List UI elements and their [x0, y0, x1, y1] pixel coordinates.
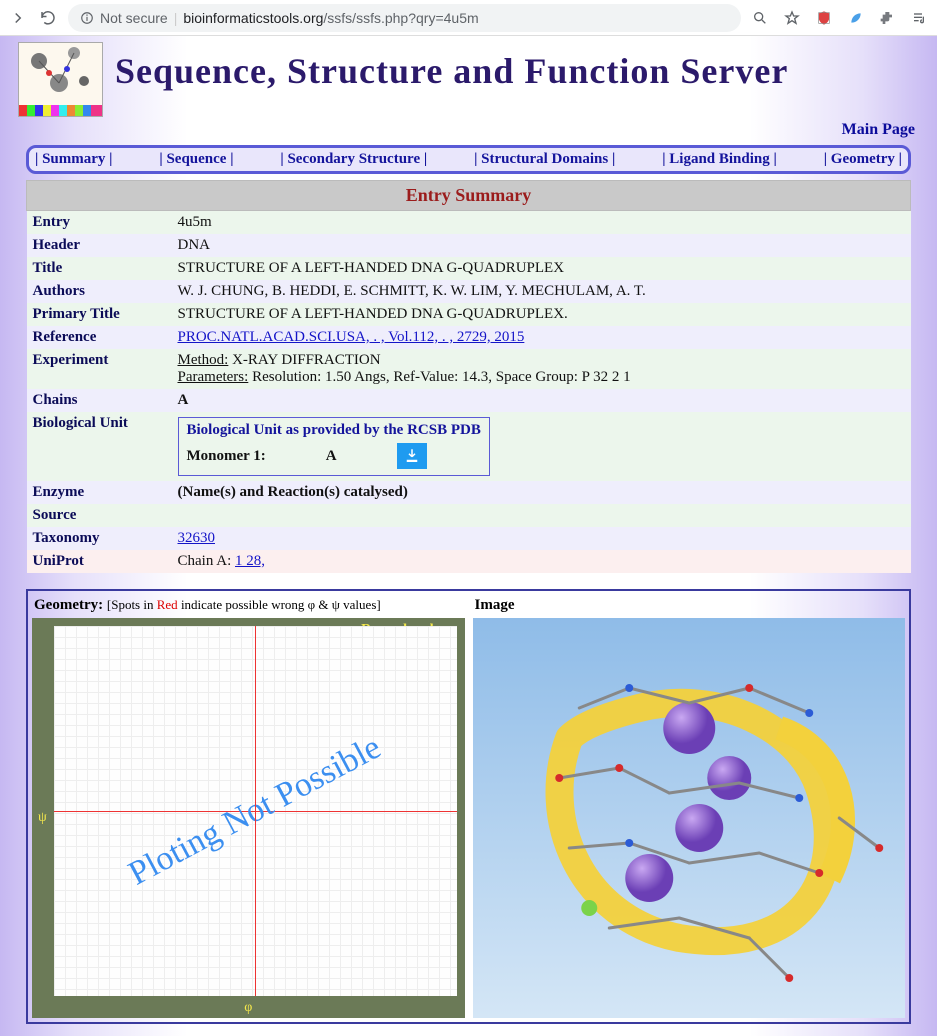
row-value: STRUCTURE OF A LEFT-HANDED DNA G-QUADRUP… — [172, 257, 911, 280]
biological-unit-box: Biological Unit as provided by the RCSB … — [178, 417, 490, 476]
image-panel: Image — [473, 595, 906, 1018]
info-icon — [80, 11, 94, 25]
row-value: STRUCTURE OF A LEFT-HANDED DNA G-QUADRUP… — [172, 303, 911, 326]
divider: | — [174, 10, 178, 26]
row-label: Reference — [27, 326, 172, 349]
bu-monomer-label: Monomer 1: — [187, 448, 266, 465]
nav-domains[interactable]: | Structural Domains | — [474, 151, 615, 168]
toolbar-icons — [751, 9, 929, 27]
row-label: Authors — [27, 280, 172, 303]
taxonomy-link[interactable]: 32630 — [178, 530, 216, 546]
row-value: DNA — [172, 234, 911, 257]
row-label: Biological Unit — [27, 412, 172, 481]
geometry-panel: Geometry: [Spots in Red indicate possibl… — [32, 595, 465, 1018]
row-value: 4u5m — [172, 211, 911, 235]
download-button[interactable] — [397, 443, 427, 469]
extensions-icon[interactable] — [879, 9, 897, 27]
bookmark-icon[interactable] — [783, 9, 801, 27]
leaf-icon[interactable] — [847, 9, 865, 27]
site-title: Sequence, Structure and Function Server — [115, 42, 788, 92]
security-label: Not secure — [100, 10, 168, 26]
row-label: Experiment — [27, 349, 172, 389]
nav-secondary[interactable]: | Secondary Structure | — [280, 151, 427, 168]
row-value: Biological Unit as provided by the RCSB … — [172, 412, 911, 481]
zoom-icon[interactable] — [751, 9, 769, 27]
row-value: A — [172, 389, 911, 412]
playlist-icon[interactable] — [911, 9, 929, 27]
row-value: 32630 — [172, 527, 911, 550]
url-text: bioinformaticstools.org/ssfs/ssfs.php?qr… — [183, 10, 478, 26]
row-value: Chain A: 1 28, — [172, 550, 911, 573]
geometry-header: Geometry: [Spots in Red indicate possibl… — [32, 595, 465, 616]
section-title: Entry Summary — [27, 181, 911, 211]
row-label: Taxonomy — [27, 527, 172, 550]
shield-icon[interactable] — [815, 9, 833, 27]
entry-summary-table: Entry Summary Entry 4u5m Header DNA Titl… — [26, 180, 911, 573]
row-value: (Name(s) and Reaction(s) catalysed) — [172, 481, 911, 504]
page-body: Sequence, Structure and Function Server … — [0, 36, 937, 1036]
nav-ligand[interactable]: | Ligand Binding | — [662, 151, 777, 168]
uniprot-link[interactable]: 1 28, — [235, 553, 265, 569]
row-label: Chains — [27, 389, 172, 412]
forward-button[interactable] — [8, 8, 28, 28]
nav-bar: | Summary | | Sequence | | Secondary Str… — [26, 145, 911, 174]
row-label: Primary Title — [27, 303, 172, 326]
row-label: Title — [27, 257, 172, 280]
row-label: Entry — [27, 211, 172, 235]
nav-geometry[interactable]: | Geometry | — [824, 151, 902, 168]
browser-toolbar: Not secure | bioinformaticstools.org/ssf… — [0, 0, 937, 36]
image-header: Image — [473, 595, 906, 616]
bu-monomer-value: A — [326, 448, 337, 465]
psi-axis-label: ψ — [38, 810, 47, 826]
row-label: Header — [27, 234, 172, 257]
structure-image — [473, 618, 906, 1018]
nav-sequence[interactable]: | Sequence | — [159, 151, 233, 168]
row-value: Method: X-RAY DIFFRACTION Parameters: Re… — [172, 349, 911, 389]
row-label: Source — [27, 504, 172, 527]
site-header: Sequence, Structure and Function Server — [18, 42, 919, 117]
row-value: W. J. CHUNG, B. HEDDI, E. SCHMITT, K. W.… — [172, 280, 911, 303]
plot-not-possible-text: Ploting Not Possible — [123, 729, 388, 894]
row-value: PROC.NATL.ACAD.SCI.USA, . , Vol.112, . ,… — [172, 326, 911, 349]
nav-summary[interactable]: | Summary | — [35, 151, 112, 168]
bu-title: Biological Unit as provided by the RCSB … — [187, 422, 481, 439]
plot-grid: Ploting Not Possible — [54, 626, 457, 996]
row-value — [172, 504, 911, 527]
reload-button[interactable] — [38, 8, 58, 28]
site-logo[interactable] — [18, 42, 103, 117]
ramachandran-plot: Ramachandran ψ φ Ploting Not Possible — [32, 618, 465, 1018]
row-label: Enzyme — [27, 481, 172, 504]
reference-link[interactable]: PROC.NATL.ACAD.SCI.USA, . , Vol.112, . ,… — [178, 329, 525, 345]
main-page-link[interactable]: Main Page — [18, 121, 915, 139]
row-label: UniProt — [27, 550, 172, 573]
lower-panels: Geometry: [Spots in Red indicate possibl… — [26, 589, 911, 1024]
phi-axis-label: φ — [244, 1000, 252, 1016]
address-bar[interactable]: Not secure | bioinformaticstools.org/ssf… — [68, 4, 741, 32]
